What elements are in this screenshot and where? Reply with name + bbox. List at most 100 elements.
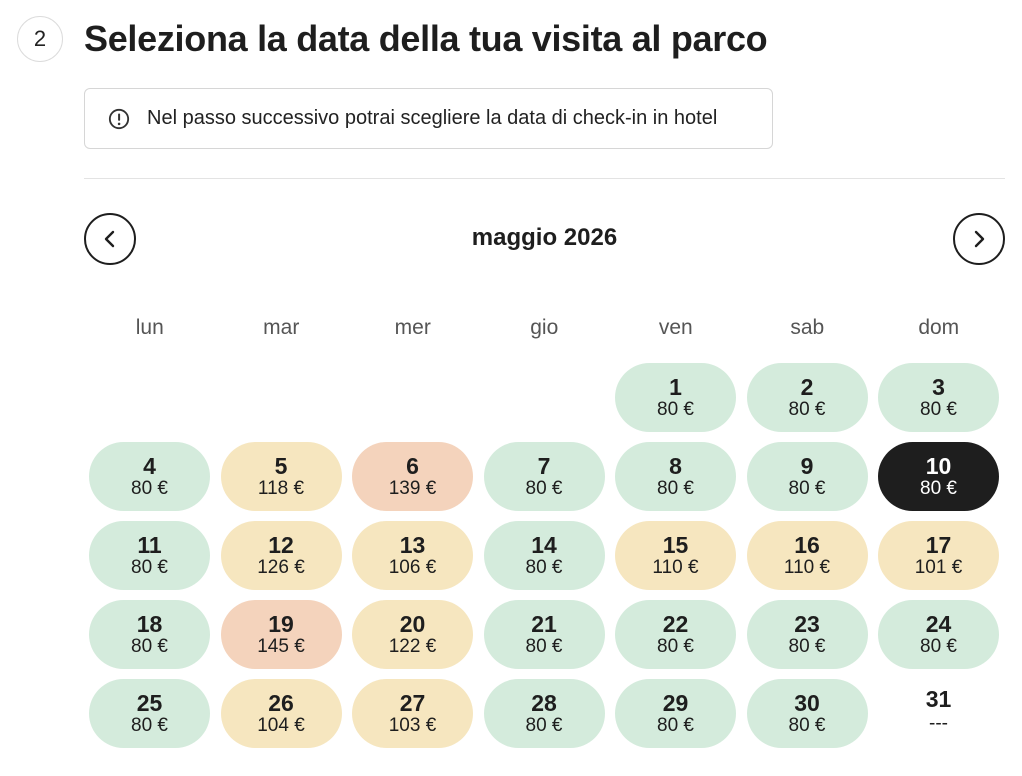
- day-cell-1[interactable]: 1 80 €: [615, 363, 736, 432]
- day-cell-4[interactable]: 4 80 €: [89, 442, 210, 511]
- month-label: maggio 2026: [471, 224, 618, 251]
- day-price: 118 €: [257, 477, 305, 499]
- day-number: 3: [932, 373, 945, 400]
- day-number: 17: [925, 531, 952, 558]
- day-cell-9[interactable]: 9 80 €: [746, 442, 868, 511]
- day-number: 30: [794, 689, 820, 716]
- day-price: 80 €: [920, 398, 957, 420]
- day-cell-8[interactable]: 8 80 €: [615, 442, 736, 511]
- day-number: 8: [669, 452, 682, 479]
- empty-day-slot: [352, 363, 473, 432]
- day-price: 80 €: [788, 714, 826, 736]
- day-number: 11: [137, 531, 162, 558]
- day-cell-30[interactable]: 30 80 €: [746, 679, 868, 748]
- day-cell-7[interactable]: 7 80 €: [483, 442, 605, 511]
- day-number: 23: [794, 610, 820, 637]
- day-price: 145 €: [257, 635, 305, 657]
- day-number: 22: [662, 610, 689, 637]
- day-number: 5: [274, 452, 288, 479]
- weekday-fri: ven: [658, 316, 693, 339]
- day-price: 80 €: [525, 714, 563, 736]
- day-cell-19[interactable]: 19 145 €: [220, 600, 342, 669]
- day-price: 80 €: [525, 477, 563, 499]
- day-price: 80 €: [657, 635, 694, 657]
- day-number: 7: [537, 452, 551, 479]
- day-price: 80 €: [657, 477, 694, 499]
- day-price: 80 €: [525, 556, 563, 578]
- day-cell-20[interactable]: 20 122 €: [352, 600, 473, 669]
- day-cell-26[interactable]: 26 104 €: [220, 679, 342, 748]
- day-number: 2: [800, 373, 814, 400]
- day-price: 80 €: [657, 714, 694, 736]
- page-title: Seleziona la data della tua visita al pa…: [84, 18, 768, 59]
- day-number: 18: [136, 610, 163, 637]
- day-cell-31: 31 ---: [878, 679, 999, 748]
- day-cell-29[interactable]: 29 80 €: [615, 679, 736, 748]
- day-cell-22[interactable]: 22 80 €: [615, 600, 736, 669]
- day-number: 25: [136, 689, 163, 716]
- day-cell-16[interactable]: 16 110 €: [746, 521, 868, 590]
- day-cell-24[interactable]: 24 80 €: [878, 600, 999, 669]
- day-cell-10[interactable]: 10 80 €: [878, 442, 999, 511]
- weekday-sat: sab: [790, 316, 825, 339]
- day-cell-6[interactable]: 6 139 €: [352, 442, 473, 511]
- day-price: 110 €: [652, 556, 699, 578]
- day-cell-17[interactable]: 17 101 €: [878, 521, 999, 590]
- section-divider: [84, 178, 1005, 179]
- day-cell-5[interactable]: 5 118 €: [220, 442, 342, 511]
- day-number: 21: [531, 610, 557, 637]
- day-cell-15[interactable]: 15 110 €: [615, 521, 736, 590]
- day-number: 4: [143, 452, 156, 479]
- day-number: 20: [399, 610, 426, 637]
- weekday-wed: mer: [394, 316, 431, 339]
- weekday-header: lun mar mer gio ven sab dom: [84, 316, 1005, 340]
- day-price: 80 €: [788, 398, 826, 420]
- day-price: 104 €: [257, 714, 305, 736]
- day-price: 80 €: [131, 477, 168, 499]
- info-notice: Nel passo successivo potrai scegliere la…: [84, 88, 773, 149]
- day-price: 80 €: [525, 635, 563, 657]
- empty-day-slot: [89, 363, 210, 432]
- day-cell-21[interactable]: 21 80 €: [483, 600, 605, 669]
- day-price: 101 €: [914, 556, 963, 578]
- day-cell-14[interactable]: 14 80 €: [483, 521, 605, 590]
- day-number: 28: [531, 689, 557, 716]
- day-cell-12[interactable]: 12 126 €: [220, 521, 342, 590]
- chevron-right-icon: [974, 230, 985, 248]
- day-price: 80 €: [788, 477, 826, 499]
- day-cell-11[interactable]: 11 80 €: [89, 521, 210, 590]
- day-cell-23[interactable]: 23 80 €: [746, 600, 868, 669]
- day-number: 9: [800, 452, 814, 479]
- day-price: 80 €: [131, 556, 168, 578]
- notice-text: Nel passo successivo potrai scegliere la…: [147, 107, 718, 129]
- day-price: 80 €: [657, 398, 694, 420]
- next-month-button[interactable]: [953, 213, 1005, 265]
- day-price: 80 €: [920, 635, 957, 657]
- previous-month-button[interactable]: [84, 213, 136, 265]
- day-price: 80 €: [920, 477, 957, 499]
- step-number-badge: 2: [17, 16, 63, 62]
- day-cell-28[interactable]: 28 80 €: [483, 679, 605, 748]
- day-cell-2[interactable]: 2 80 €: [746, 363, 868, 432]
- day-number: 27: [399, 689, 426, 716]
- day-cell-13[interactable]: 13 106 €: [352, 521, 473, 590]
- day-number: 26: [268, 689, 294, 716]
- day-cell-3[interactable]: 3 80 €: [878, 363, 999, 432]
- weekday-mon: lun: [135, 316, 164, 339]
- day-cell-18[interactable]: 18 80 €: [89, 600, 210, 669]
- weekday-tue: mar: [263, 316, 300, 339]
- day-number: 6: [406, 452, 419, 479]
- day-number: 19: [268, 610, 294, 637]
- day-cell-27[interactable]: 27 103 €: [352, 679, 473, 748]
- day-number: 24: [925, 610, 952, 637]
- day-price: 122 €: [388, 635, 437, 657]
- day-price: 80 €: [131, 714, 168, 736]
- day-price: 80 €: [131, 635, 168, 657]
- day-number: 1: [669, 373, 682, 400]
- day-price: ---: [929, 713, 948, 734]
- day-cell-25[interactable]: 25 80 €: [89, 679, 210, 748]
- chevron-left-icon: [104, 230, 115, 248]
- day-number: 13: [399, 531, 426, 558]
- weekday-sun: dom: [918, 316, 960, 339]
- day-number: 16: [794, 531, 820, 558]
